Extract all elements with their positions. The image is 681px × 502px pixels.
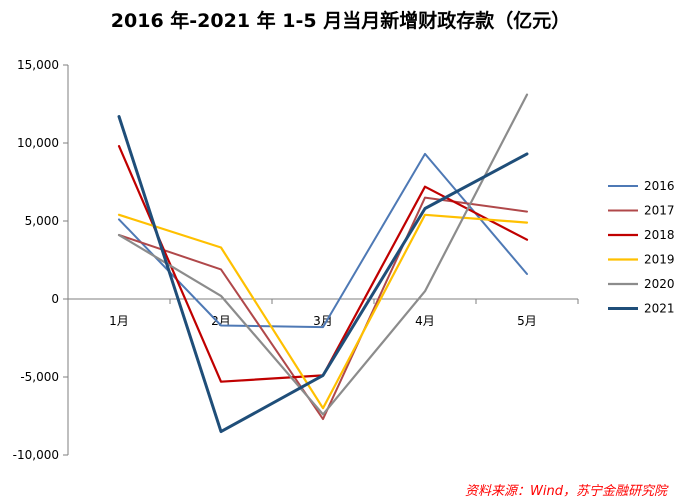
y-tick-label: -10,000 bbox=[13, 448, 59, 462]
series-line-2016 bbox=[118, 152, 528, 329]
x-tick-label: 4月 bbox=[415, 314, 435, 328]
legend-label: 2021 bbox=[644, 302, 675, 316]
legend-label: 2017 bbox=[644, 204, 675, 218]
x-tick-label: 5月 bbox=[517, 314, 537, 328]
legend-label: 2018 bbox=[644, 228, 675, 242]
chart-title: 2016 年-2021 年 1-5 月当月新增财政存款（亿元） bbox=[110, 10, 571, 32]
legend: 2016 2017 2018 2019 2020 2021 bbox=[608, 179, 675, 316]
series-lines bbox=[117, 93, 529, 434]
y-tick-label: 0 bbox=[51, 292, 59, 306]
y-tick-label: -5,000 bbox=[20, 370, 59, 384]
series-line-2021 bbox=[117, 115, 529, 434]
series-line-2018 bbox=[117, 145, 529, 383]
series-line-2020 bbox=[117, 93, 529, 416]
legend-label: 2019 bbox=[644, 253, 675, 267]
series-line-2019 bbox=[117, 213, 529, 410]
y-tick-label: 10,000 bbox=[17, 136, 59, 150]
x-tick-label: 1月 bbox=[109, 314, 129, 328]
y-tick-label: 15,000 bbox=[17, 58, 59, 72]
legend-label: 2016 bbox=[644, 179, 675, 193]
x-tick-label: 2月 bbox=[211, 314, 231, 328]
y-tick-label: 5,000 bbox=[25, 214, 59, 228]
source-note: 资料来源：Wind，苏宁金融研究院 bbox=[465, 484, 667, 499]
axes bbox=[63, 64, 579, 456]
legend-label: 2020 bbox=[644, 277, 675, 291]
series-line-2017 bbox=[118, 196, 528, 421]
